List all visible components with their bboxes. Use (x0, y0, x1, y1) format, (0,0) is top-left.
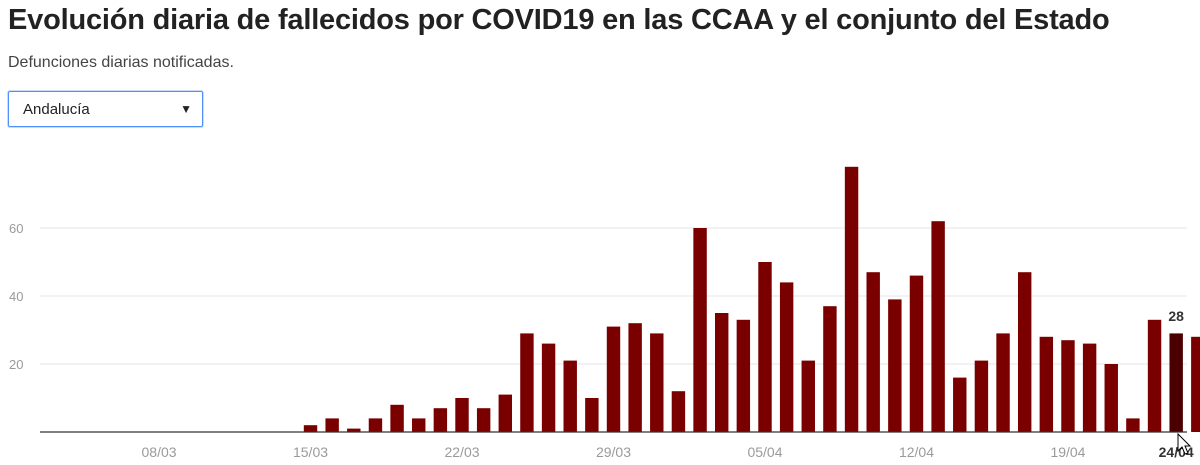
bar[interactable] (606, 326, 621, 432)
bar[interactable] (1169, 333, 1183, 432)
bar[interactable] (303, 425, 318, 432)
bar[interactable] (455, 398, 469, 432)
bar[interactable] (650, 333, 664, 432)
bar[interactable] (996, 333, 1010, 432)
bar[interactable] (1126, 418, 1140, 432)
bar[interactable] (1039, 336, 1054, 432)
bar[interactable] (1061, 340, 1075, 432)
x-tick-label: 05/04 (747, 444, 782, 460)
bar[interactable] (844, 166, 859, 433)
bar[interactable] (1191, 336, 1200, 432)
bar[interactable] (433, 408, 448, 432)
bar[interactable] (498, 394, 513, 432)
chart-title: Evolución diaria de fallecidos por COVID… (8, 4, 1110, 36)
bar[interactable] (779, 282, 794, 432)
bar[interactable] (541, 343, 556, 432)
bar[interactable] (476, 408, 491, 432)
bar[interactable] (953, 377, 967, 432)
y-tick-label: 40 (9, 289, 23, 304)
x-tick-label: 22/03 (444, 444, 479, 460)
chart-subtitle: Defunciones diarias notificadas. (8, 54, 234, 71)
bar[interactable] (1082, 343, 1097, 432)
x-tick-label: 12/04 (899, 444, 934, 460)
bar[interactable] (390, 404, 404, 432)
y-tick-label: 60 (9, 221, 23, 236)
region-select[interactable]: Andalucía ▼ (8, 91, 203, 127)
chevron-down-icon: ▼ (180, 102, 192, 116)
bar[interactable] (909, 275, 924, 432)
data-label-highlight: 28 (1168, 308, 1184, 324)
bar[interactable] (801, 360, 815, 432)
x-tick-label: 29/03 (596, 444, 631, 460)
bar[interactable] (628, 323, 642, 432)
bar[interactable] (1017, 272, 1032, 432)
bar[interactable] (693, 228, 707, 432)
bar[interactable] (412, 418, 426, 432)
bar[interactable] (368, 418, 383, 432)
bar[interactable] (1104, 364, 1118, 432)
region-select-value: Andalucía (23, 101, 90, 118)
bar[interactable] (736, 319, 751, 432)
bar[interactable] (671, 391, 686, 432)
y-tick-label: 20 (9, 357, 23, 372)
bar[interactable] (520, 333, 534, 432)
bar[interactable] (563, 360, 577, 432)
bar[interactable] (1147, 319, 1162, 432)
x-tick-label: 08/03 (142, 444, 177, 460)
x-tick-label: 19/04 (1050, 444, 1085, 460)
mouse-cursor-icon (1177, 433, 1192, 455)
bar[interactable] (585, 398, 599, 432)
bar[interactable] (866, 272, 880, 432)
bar[interactable] (823, 306, 837, 432)
bar[interactable] (888, 299, 902, 432)
bar[interactable] (714, 313, 729, 432)
bar[interactable] (347, 428, 361, 432)
bar[interactable] (758, 262, 772, 432)
bar[interactable] (325, 418, 339, 432)
bar[interactable] (931, 221, 945, 432)
bar[interactable] (974, 360, 989, 432)
x-tick-label: 15/03 (293, 444, 328, 460)
